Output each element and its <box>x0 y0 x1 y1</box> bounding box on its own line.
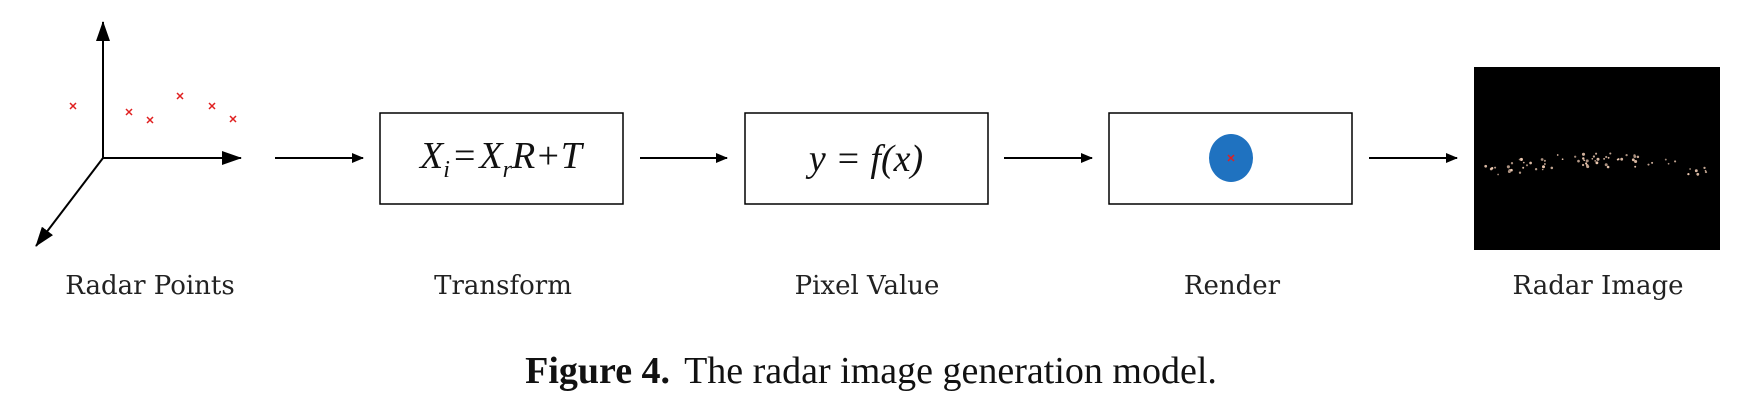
radar-image-dot <box>1574 155 1577 158</box>
radar-image-dot <box>1510 168 1513 172</box>
radar-image-dot <box>1582 157 1585 160</box>
radar-image-dot <box>1586 165 1590 169</box>
radar-image-dot <box>1522 161 1525 164</box>
radar-image-dot <box>1585 159 1589 163</box>
y-axis <box>35 157 104 247</box>
radar-points-axes <box>35 21 242 247</box>
radar-image-dot <box>1541 168 1544 171</box>
stage-label-render: Render <box>1184 271 1281 301</box>
radar-image-dot <box>1596 157 1600 161</box>
radar-image-dot <box>1636 155 1640 159</box>
radar-image-dot <box>1651 161 1654 164</box>
pixel-value-formula: y = f(x) <box>805 138 923 180</box>
radar-image-dot <box>1494 166 1497 169</box>
radar-point-marker <box>125 108 133 116</box>
radar-image-dot <box>1667 162 1670 165</box>
radar-image-dot <box>1581 163 1585 167</box>
radar-image-dot <box>1543 159 1546 162</box>
pixel-value-box <box>744 112 989 205</box>
radar-image-dot <box>1484 164 1488 168</box>
radar-image-dot <box>1616 158 1619 161</box>
radar-image-dot <box>1634 159 1638 164</box>
radar-image-dot <box>1543 163 1546 165</box>
radar-image-dot <box>1510 162 1514 165</box>
radar-point-markers <box>69 92 237 124</box>
radar-point-marker <box>69 102 77 110</box>
radar-image-dot <box>1609 152 1612 155</box>
radar-image-dot <box>1540 158 1544 161</box>
radar-image-dot <box>1620 157 1624 161</box>
radar-image-dot <box>1605 155 1608 159</box>
stage-label-pixel-value: Pixel Value <box>795 271 940 301</box>
render-point-marker <box>1227 154 1235 162</box>
radar-image-dot <box>1664 158 1667 161</box>
radar-image-dot <box>1687 172 1690 176</box>
radar-image-dot <box>1534 168 1538 171</box>
radar-image-dot <box>1594 160 1597 162</box>
caption-text: The radar image generation model. <box>684 350 1217 392</box>
radar-image-dot <box>1522 166 1525 169</box>
radar-image-dot <box>1704 171 1708 174</box>
radar-image-dot <box>1525 164 1529 167</box>
stage-label-transform: Transform <box>434 271 572 301</box>
stage-label-radar-image: Radar Image <box>1513 271 1684 301</box>
radar-image-dot <box>1550 166 1554 170</box>
transform-formula: Xi = XrR+T <box>418 135 585 183</box>
radar-image-dot <box>1518 158 1521 161</box>
radar-image-dot <box>1583 159 1586 162</box>
radar-image-dot <box>1592 155 1596 158</box>
radar-image-dot <box>1542 165 1545 169</box>
radar-image-dot <box>1585 162 1588 165</box>
radar-image-dot <box>1581 152 1586 156</box>
radar-point-marker <box>176 92 184 100</box>
radar-image-dot <box>1696 172 1700 176</box>
radar-image-dot <box>1561 158 1564 161</box>
radar-image-dot <box>1556 154 1559 156</box>
radar-image-dot <box>1703 166 1706 170</box>
radar-image-dot <box>1519 157 1523 161</box>
radar-image-dot <box>1694 169 1698 173</box>
radar-image-dot <box>1506 165 1510 169</box>
radar-image-dot <box>1603 158 1605 160</box>
radar-image-dot <box>1604 163 1608 167</box>
radar-image-dot <box>1606 165 1610 169</box>
radar-image-dot <box>1647 163 1650 166</box>
radar-image-dot <box>1491 167 1494 170</box>
radar-image-dot <box>1595 152 1598 155</box>
figure-caption: Figure 4. The radar image generation mod… <box>525 350 1217 392</box>
caption-label: Figure 4. <box>525 350 670 392</box>
transform-box <box>379 112 624 205</box>
radar-image-dot <box>1577 159 1580 163</box>
radar-image-dot <box>1607 156 1610 159</box>
radar-image-dot <box>1631 158 1635 162</box>
radar-image-dot <box>1689 168 1691 170</box>
radar-image-dot <box>1529 161 1532 165</box>
radar-point-marker <box>229 115 237 123</box>
radar-image-dot <box>1674 160 1677 163</box>
stage-label-radar-points: Radar Points <box>65 271 234 301</box>
radar-image-dot <box>1625 153 1628 157</box>
radar-image-dot <box>1518 171 1522 174</box>
radar-point-marker <box>146 116 154 124</box>
radar-point-marker <box>208 102 216 110</box>
radar-image-dot <box>1633 155 1637 158</box>
radar-image-dot <box>1634 165 1637 168</box>
radar-image-dot <box>1595 161 1599 165</box>
radar-image-points <box>1484 152 1708 176</box>
radar-image-dot <box>1497 173 1499 176</box>
radar-image-dot <box>1591 157 1594 160</box>
